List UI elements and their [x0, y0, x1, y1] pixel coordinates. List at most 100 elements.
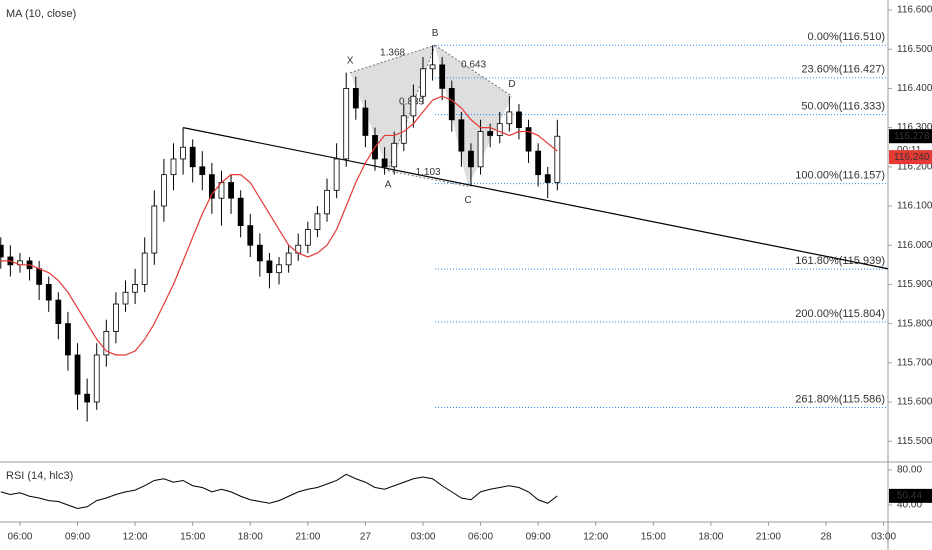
- y-tick-label: 116.400: [897, 83, 932, 94]
- candle-body: [516, 111, 522, 129]
- y-tick-label: 115.500: [897, 436, 932, 447]
- candle-body: [496, 123, 503, 136]
- trendline: [182, 127, 889, 270]
- x-tick-label: 06:00: [468, 532, 493, 543]
- candle-body: [477, 131, 484, 168]
- candle-body: [266, 260, 273, 274]
- pattern-triangle: [350, 45, 436, 171]
- x-tick-label: 21:00: [756, 532, 781, 543]
- candle-body: [333, 158, 340, 191]
- candle-body: [352, 88, 359, 109]
- candle-body: [420, 68, 426, 97]
- candle-body: [439, 64, 446, 89]
- x-tick-label: 27: [360, 532, 372, 543]
- candle-body: [458, 119, 465, 152]
- x-tick-label: 06:00: [7, 532, 32, 543]
- pattern-point-label: A: [385, 179, 392, 190]
- pattern-point-label: D: [508, 79, 515, 90]
- candle-body: [554, 135, 561, 183]
- indicator-label: MA (10, close): [6, 8, 76, 20]
- candle-body: [113, 303, 119, 332]
- fib-label: 200.00%(115.804): [795, 308, 885, 320]
- candle-body: [285, 252, 292, 266]
- candle-body: [199, 166, 206, 176]
- candle-body: [276, 264, 282, 274]
- pattern-point-label: C: [464, 195, 471, 206]
- rsi-line: [0, 473, 558, 510]
- candle-body: [256, 244, 263, 262]
- candle-body: [132, 284, 139, 293]
- last-price-box: [889, 129, 932, 144]
- last-price-label: 116.278: [894, 131, 930, 142]
- pattern-point-label: B: [432, 28, 439, 39]
- x-tick-label: 28: [820, 532, 832, 543]
- rsi-tick-label: 80.00: [897, 465, 922, 476]
- candle-body: [247, 225, 254, 246]
- candle-body: [448, 88, 455, 121]
- rsi-tick-label: 40.00: [897, 500, 922, 511]
- ma-line: [0, 95, 558, 356]
- ma-price-box: [889, 150, 932, 165]
- candle-body: [506, 111, 513, 125]
- candle-body: [525, 127, 532, 152]
- candle-body: [160, 174, 167, 207]
- candle-body: [429, 64, 436, 70]
- y-tick-label: 116.500: [897, 44, 932, 55]
- fib-label: 261.80%(115.586): [795, 393, 885, 405]
- x-tick-label: 09:00: [526, 532, 551, 543]
- pattern-ratio-line: [349, 44, 436, 74]
- candle-body: [0, 244, 4, 258]
- candle-body: [410, 95, 417, 117]
- x-tick-label: 15:00: [180, 532, 205, 543]
- x-tick-label: 21:00: [295, 532, 320, 543]
- candle-body: [228, 182, 234, 199]
- candle-body: [84, 393, 91, 403]
- pattern-ratio: 1.103: [416, 167, 441, 178]
- candle-body: [122, 291, 129, 305]
- y-tick-label: 116.100: [897, 201, 932, 212]
- candle-body: [544, 174, 551, 183]
- candle-body: [180, 146, 186, 160]
- candle-body: [362, 107, 369, 136]
- candle-body: [151, 205, 158, 254]
- fib-label: 100.00%(116.157): [795, 170, 885, 182]
- candle-body: [381, 158, 388, 168]
- x-tick-label: 12:00: [123, 532, 148, 543]
- candle-body: [237, 197, 244, 227]
- pattern-ratio: 0.643: [461, 59, 486, 70]
- rsi-last-box: [889, 488, 932, 503]
- x-tick-label: 09:00: [65, 532, 90, 543]
- candle-body: [55, 299, 62, 325]
- y-tick-label: 115.800: [897, 318, 932, 329]
- candle-body: [189, 146, 196, 168]
- candle-body: [65, 323, 71, 356]
- pattern-ratio-line: [387, 170, 469, 187]
- x-tick-label: 15:00: [641, 532, 666, 543]
- x-tick-label: 12:00: [583, 532, 608, 543]
- fib-label: 50.00%(116.333): [801, 101, 885, 113]
- fib-label: 0.00%(116.510): [808, 31, 885, 43]
- ma-price-label: 116.240: [894, 152, 930, 163]
- candle-body: [141, 252, 148, 285]
- y-tick-label: 115.900: [897, 279, 932, 290]
- y-tick-label: 115.700: [897, 357, 932, 368]
- candle-body: [468, 150, 474, 168]
- candle-body: [74, 354, 81, 395]
- candle-body: [324, 189, 330, 215]
- y-tick-label: 115.600: [897, 397, 932, 408]
- fib-label: 23.60%(116.427): [801, 64, 885, 76]
- rsi-last-label: 50.44: [897, 491, 922, 502]
- candle-body: [391, 142, 398, 168]
- candle-body: [314, 213, 321, 230]
- candle-body: [343, 88, 350, 160]
- y-tick-label: 116.300: [897, 122, 932, 133]
- pattern-ratio-line: [434, 44, 513, 97]
- y-tick-label: 116.200: [897, 161, 932, 172]
- y-tick-label: 116.000: [897, 240, 932, 251]
- x-tick-label: 03:00: [410, 532, 435, 543]
- candle-body: [170, 158, 177, 176]
- x-tick-label: 18:00: [698, 532, 723, 543]
